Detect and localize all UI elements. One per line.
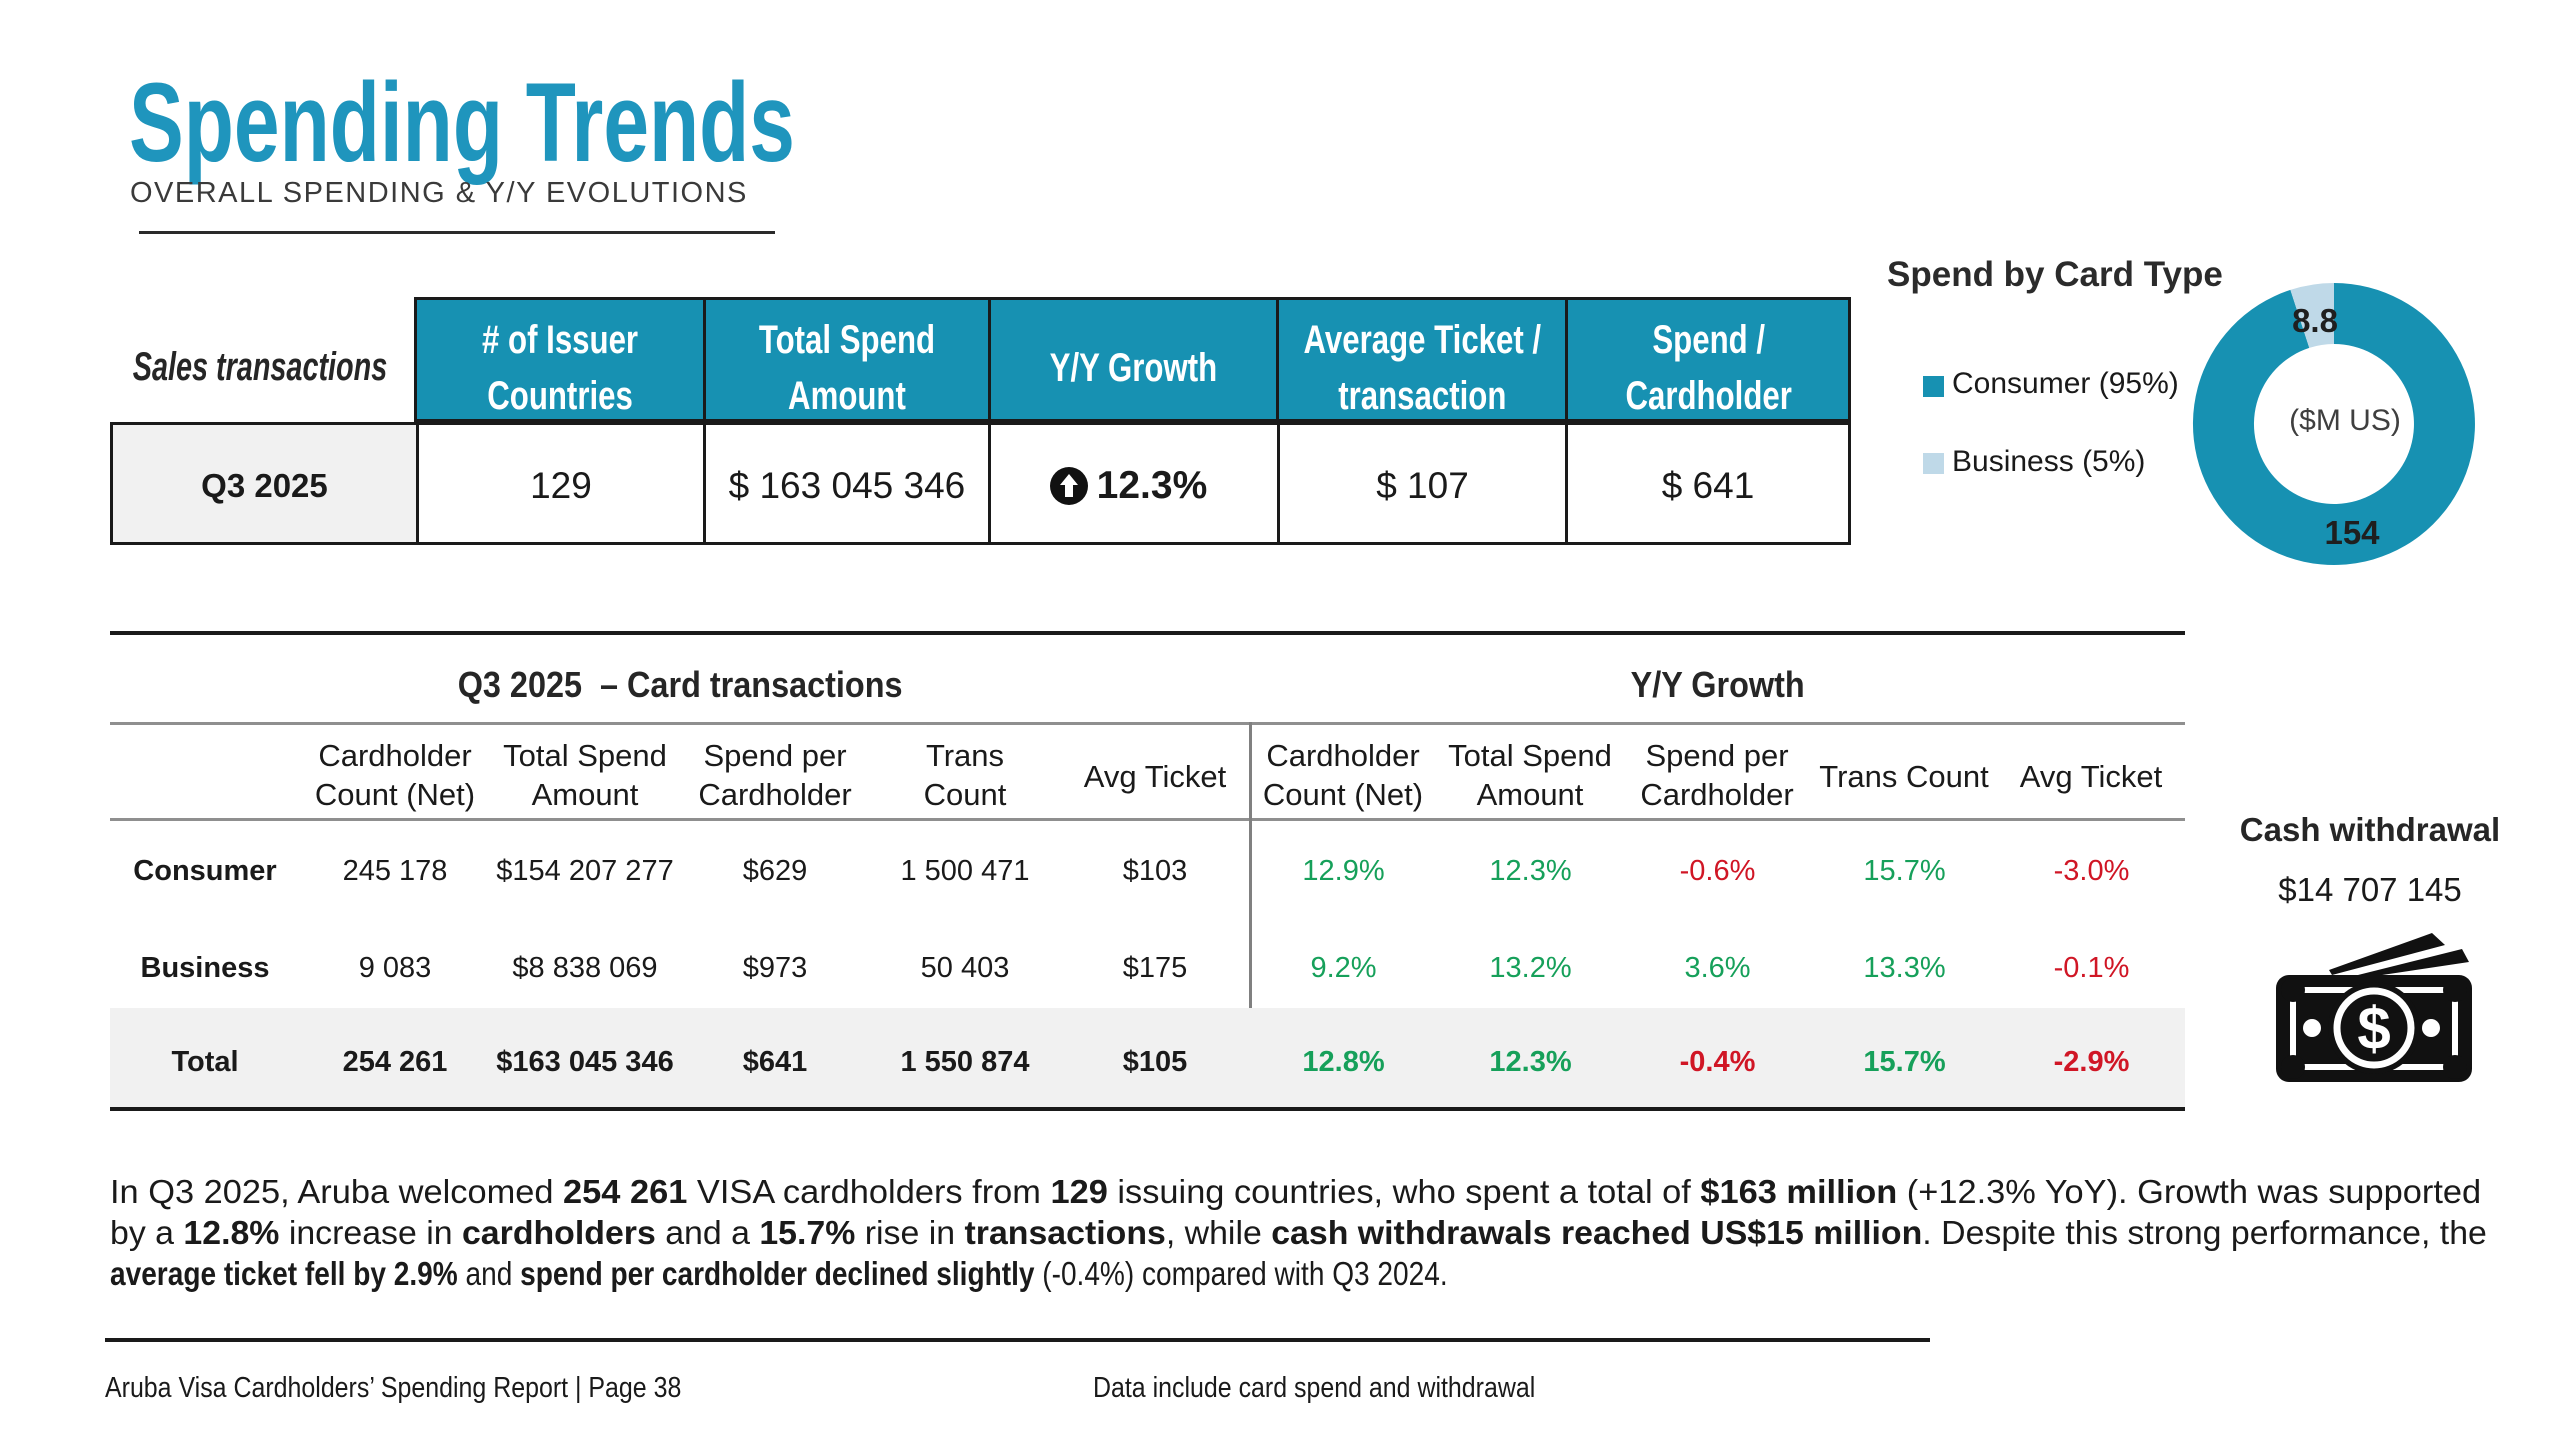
svg-text:$: $ <box>2357 995 2390 1062</box>
